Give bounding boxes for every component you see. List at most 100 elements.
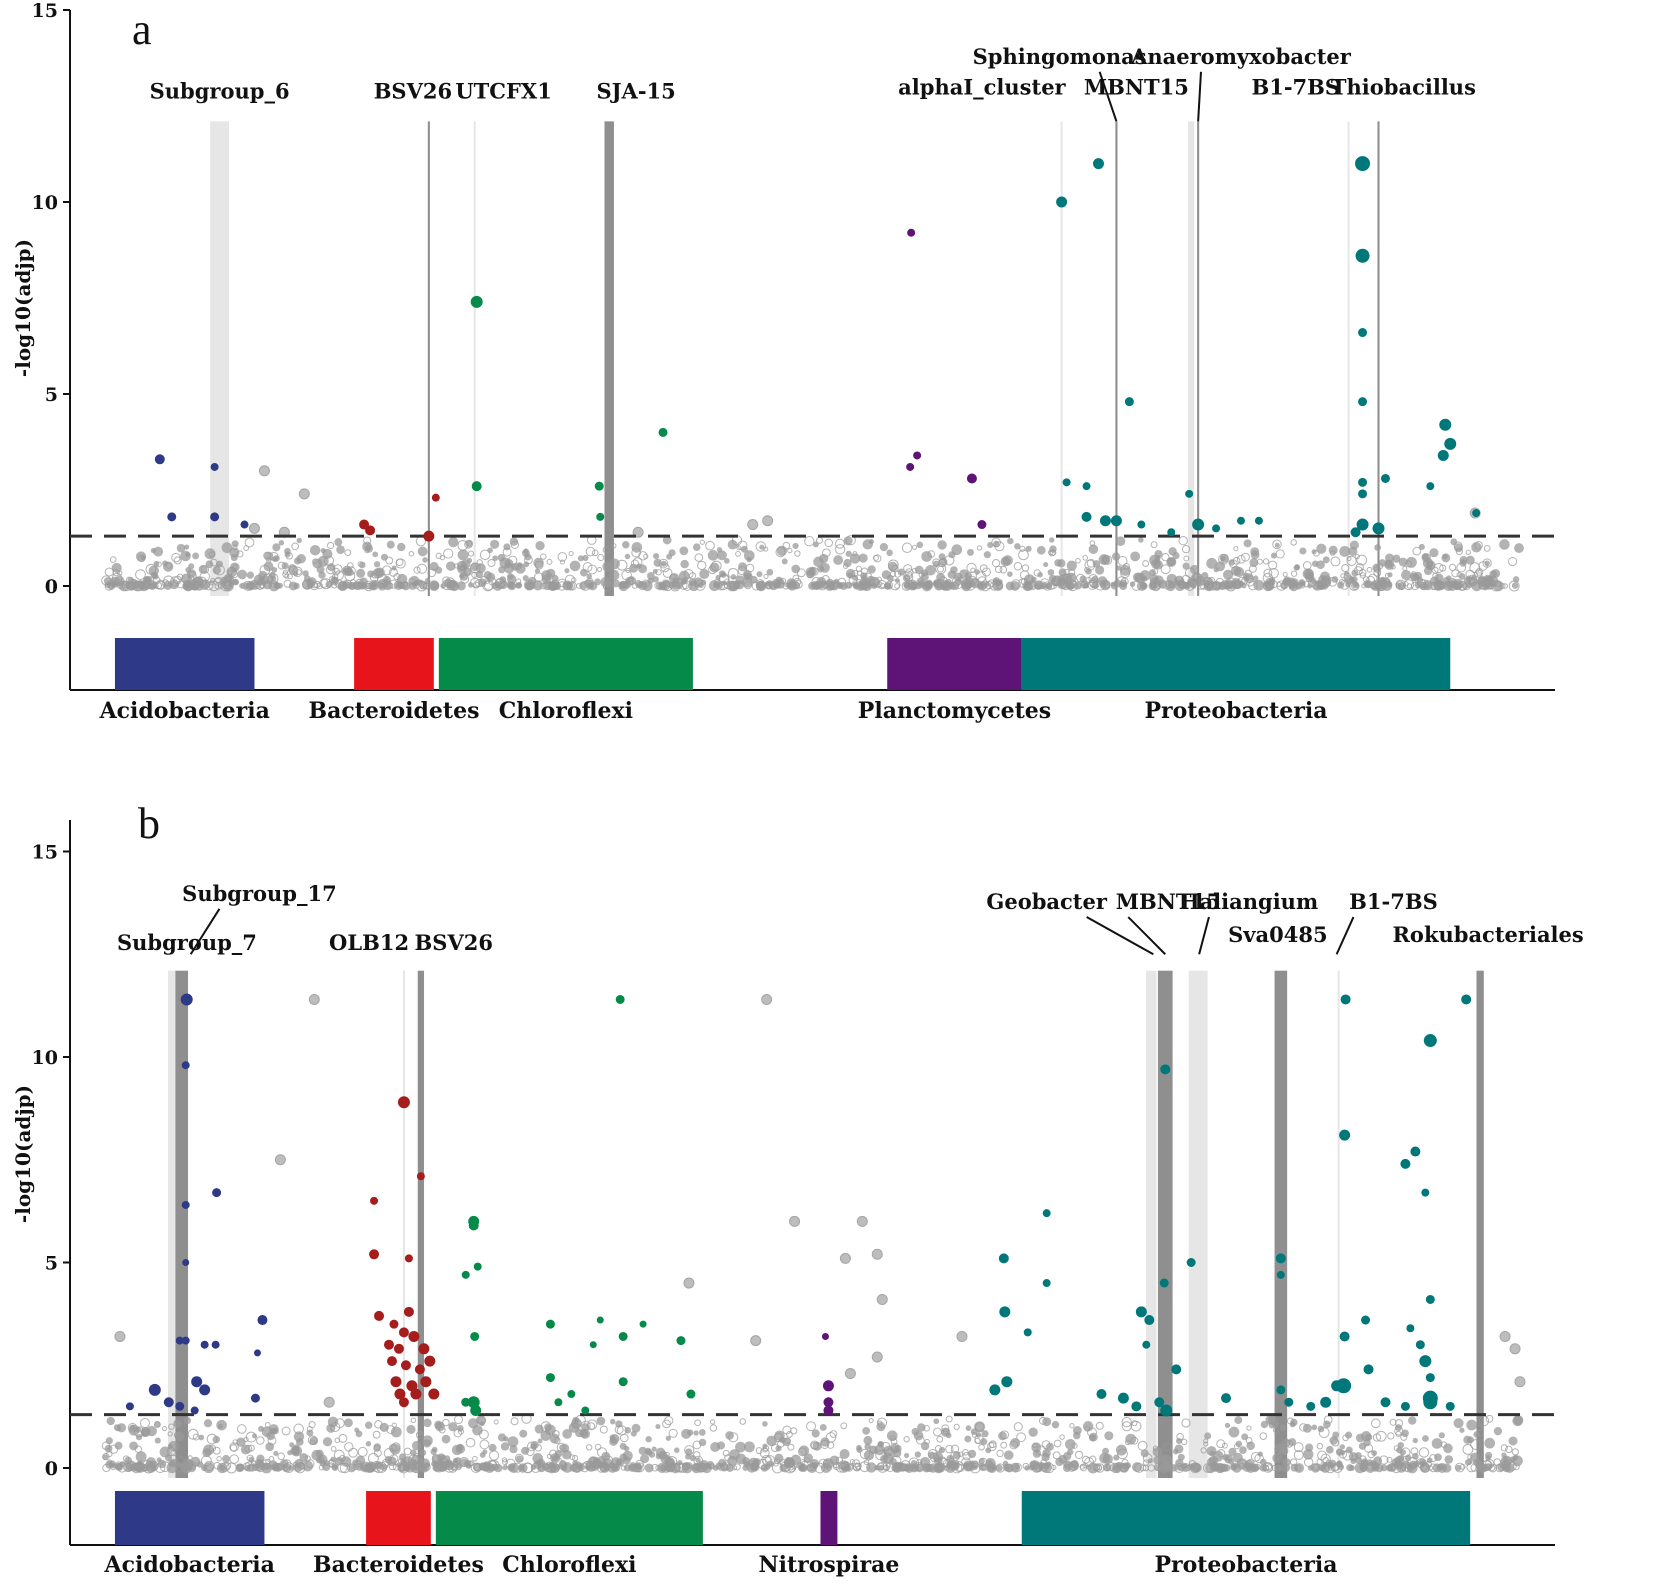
background-otu xyxy=(935,563,947,575)
background-otu xyxy=(933,1418,940,1425)
background-otu xyxy=(487,547,493,554)
background-otu xyxy=(1431,566,1439,574)
background-otu xyxy=(1387,1432,1395,1440)
background-otu xyxy=(518,1463,528,1473)
otu-point-chloroflexi xyxy=(615,994,625,1004)
background-otu xyxy=(277,1452,285,1461)
background-otu xyxy=(227,570,233,576)
background-otu xyxy=(735,551,741,557)
background-otu xyxy=(105,1460,114,1469)
background-otu xyxy=(1236,554,1246,564)
background-otu xyxy=(551,574,559,583)
background-otu xyxy=(1162,1442,1172,1452)
background-otu xyxy=(886,549,893,557)
background-otu xyxy=(262,579,273,590)
otu-point-chloroflexi xyxy=(473,1262,482,1271)
background-otu xyxy=(1431,1438,1443,1449)
background-otu xyxy=(1471,542,1482,553)
background-otu xyxy=(660,563,670,573)
background-otu xyxy=(1245,1437,1253,1444)
background-otu xyxy=(1252,575,1259,581)
background-otu xyxy=(503,1436,509,1442)
background-otu xyxy=(562,581,571,591)
background-otu xyxy=(608,569,620,581)
otu-point-proteobacteria xyxy=(998,1253,1009,1264)
background-otu xyxy=(236,1424,247,1434)
phylum-bar-chloroflexi xyxy=(438,638,693,690)
background-otu xyxy=(510,1417,519,1426)
background-otu xyxy=(553,582,561,590)
background-otu xyxy=(1502,1457,1509,1463)
background-otu xyxy=(587,564,598,575)
background-otu xyxy=(1013,1422,1023,1432)
background-otu xyxy=(950,566,958,574)
background-otu xyxy=(1148,569,1156,577)
background-otu xyxy=(762,1443,768,1449)
background-otu xyxy=(507,1463,516,1472)
phylum-label: Acidobacteria xyxy=(104,1552,275,1578)
background-otu xyxy=(1372,1433,1382,1442)
background-otu xyxy=(155,579,166,590)
background-otu xyxy=(259,564,271,576)
genus-leader-line xyxy=(1127,916,1166,955)
background-otu xyxy=(378,582,386,590)
otu-point-nitrospirae xyxy=(823,1405,834,1416)
background-otu xyxy=(343,1418,353,1428)
background-otu xyxy=(1167,557,1176,567)
phylum-label: Bacteroidetes xyxy=(313,1552,484,1578)
background-otu xyxy=(724,578,730,585)
otu-point-acidobacteria xyxy=(200,1340,209,1349)
background-otu xyxy=(987,1441,997,1452)
background-otu xyxy=(1373,569,1382,577)
otu-point-bacteroidetes xyxy=(398,1397,409,1408)
background-otu xyxy=(1279,1424,1287,1431)
background-otu xyxy=(914,1451,922,1458)
background-otu xyxy=(1072,1426,1082,1435)
background-otu xyxy=(820,1437,830,1447)
background-otu xyxy=(965,1425,972,1431)
background-otu xyxy=(369,582,377,590)
background-otu xyxy=(1330,556,1341,567)
background-otu xyxy=(295,1438,304,1446)
background-otu xyxy=(523,561,530,568)
otu-point-chloroflexi xyxy=(658,427,668,437)
significant-otus xyxy=(125,993,1472,1417)
genus-label: Subgroup_7 xyxy=(117,930,257,955)
background-otu xyxy=(911,544,918,550)
otu-point-acidobacteria xyxy=(240,520,249,529)
background-otu xyxy=(372,1430,381,1439)
background-otu xyxy=(596,1447,608,1458)
otu-point-proteobacteria xyxy=(999,1306,1011,1318)
background-otu xyxy=(293,557,302,565)
background-otu xyxy=(1183,555,1190,562)
background-otu xyxy=(127,581,137,591)
background-otu xyxy=(988,1442,995,1449)
background-otu xyxy=(422,582,430,590)
phylum-label: Acidobacteria xyxy=(99,698,270,724)
background-otu xyxy=(593,1457,599,1463)
background-otu xyxy=(733,1463,741,1471)
highlight-band-haliangium xyxy=(1188,970,1208,1478)
background-otu xyxy=(174,1431,185,1442)
background-otu xyxy=(1249,558,1259,568)
background-otu xyxy=(216,1419,227,1431)
genus-leader-line xyxy=(1086,916,1154,956)
background-otu xyxy=(480,576,488,584)
otu-point-bacteroidetes xyxy=(418,1343,430,1355)
background-otu xyxy=(1068,569,1076,576)
background-otu xyxy=(645,1436,652,1443)
background-otu xyxy=(824,538,834,548)
highlight-band-thiobacillus xyxy=(1377,121,1380,597)
background-otu xyxy=(277,561,286,570)
background-otu xyxy=(173,575,182,585)
genus-label: B1-7BS xyxy=(1349,889,1438,914)
nonsig-otu xyxy=(747,519,759,531)
background-otu xyxy=(1220,555,1226,562)
genus-label: Subgroup_17 xyxy=(182,881,337,906)
background-otu xyxy=(737,566,747,576)
background-otu xyxy=(400,581,408,590)
background-otu xyxy=(1395,1430,1402,1437)
background-otu xyxy=(759,1447,770,1459)
background-otu xyxy=(1083,582,1090,589)
background-otu xyxy=(1275,549,1285,559)
